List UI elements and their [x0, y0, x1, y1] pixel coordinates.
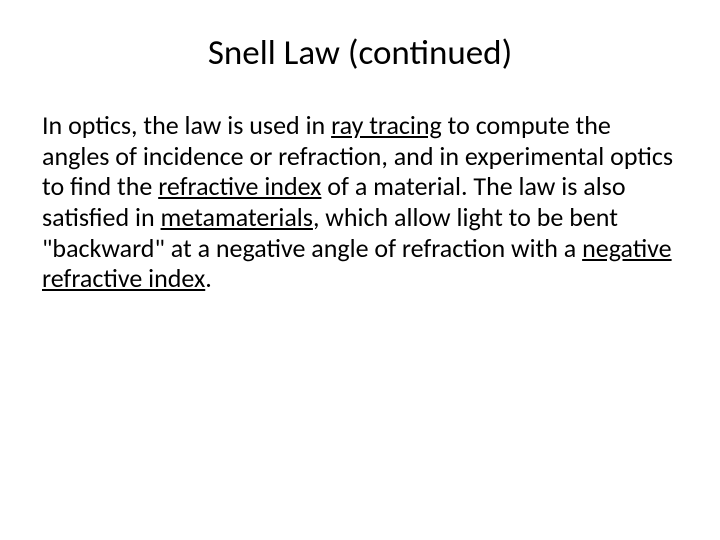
- link-refractive-index[interactable]: refractive index: [158, 170, 321, 202]
- body-text-segment: .: [205, 262, 212, 294]
- slide-title: Snell Law (continued): [42, 32, 678, 74]
- body-text-segment: In optics, the law is used in: [42, 109, 331, 141]
- link-ray-tracing[interactable]: ray tracing: [331, 109, 442, 141]
- slide-body-paragraph: In optics, the law is used in ray tracin…: [42, 110, 678, 294]
- link-metamaterials[interactable]: metamaterials: [161, 201, 313, 233]
